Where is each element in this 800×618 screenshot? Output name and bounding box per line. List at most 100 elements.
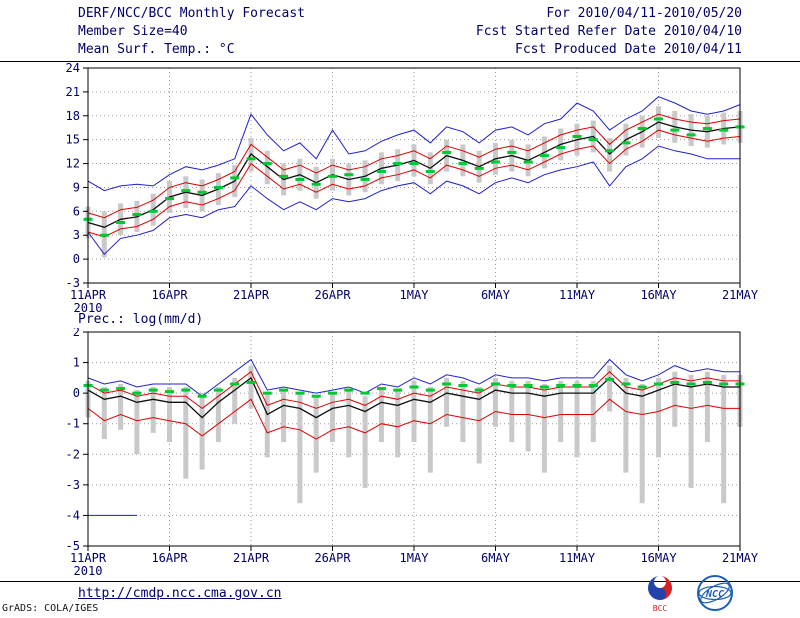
y-tick-label: 12 [66,157,80,171]
y-tick-label: 1 [73,356,80,370]
x-tick-label: 21MAY [722,288,759,302]
forecast-range-label: For 2010/04/11-2010/05/20 [546,6,742,21]
grads-credit: GrADS: COLA/IGES [2,603,99,614]
ensemble-spread-bar [134,390,140,455]
y-tick-label: -5 [66,539,80,553]
ensemble-spread-bar [199,393,205,470]
x-tick-label: 11MAY [559,551,596,565]
y-tick-label: 6 [73,204,80,218]
ensemble-spread-bar [411,380,417,443]
ensemble-mean-line [87,376,740,419]
ensemble-spread-bar [378,387,384,443]
ensemble-spread-bar [395,390,401,458]
precipitation-chart: -5 -4 -3 -2 -1 0 1 2 11APR 2010 16APR 21APR 26APR 1MA… [0,325,800,588]
ensemble-spread-bar [476,387,482,464]
y-tick-label: 15 [66,133,80,147]
x-tick-label: 26APR [314,551,351,565]
ensemble-spread-bar [444,377,450,427]
x-tick-label: 21APR [233,551,270,565]
x-tick-year-label: 2010 [74,301,103,315]
x-tick-label: 21MAY [722,551,759,565]
x-tick-label: 16APR [151,288,188,302]
ensemble-spread-bar [101,387,107,439]
x-tick-label: 1MAY [400,551,430,565]
y-tick-label: -4 [66,508,80,522]
ensemble-spread-bar [672,371,678,427]
ncc-logo-label: NCC [705,589,724,600]
ensemble-mean-line [87,121,741,228]
ensemble-spread-bar [721,374,727,504]
ensemble-spread-bar [264,150,270,185]
ensemble-spread-bar [183,387,189,479]
ensemble-spread-bar [541,383,547,473]
ncc-globe-band-2 [700,582,730,604]
ensemble-spread-bar [346,390,352,458]
ensemble-spread-bar [493,377,498,427]
ensemble-spread-bar [330,393,335,443]
ensemble-spread-bar [574,380,580,458]
lower-quartile-line [87,398,740,440]
ensemble-spread-bar [118,383,124,430]
x-tick-label: 6MAY [481,288,511,302]
y-tick-label: -2 [66,447,80,461]
website-link[interactable]: http://cmdp.ncc.cma.gov.cn [78,586,282,601]
produced-date-label: Fcst Produced Date 2010/04/11 [515,42,742,57]
bcc-swirl-blue [648,576,666,600]
ensemble-spread-bar [427,387,433,473]
temperature-chart: -3 0 3 6 9 12 15 18 21 24 11APR 2010 16APR 21APR 26APR… [0,61,800,322]
ensemble-min-line [87,145,740,256]
ncc-globe-band [698,585,732,601]
ensemble-spread-bar [460,380,466,443]
refer-date-label: Fcst Started Refer Date 2010/04/10 [475,24,742,39]
x-tick-label: 16MAY [640,288,677,302]
ensemble-spread-bar [150,387,156,433]
ensemble-spread-bar [297,393,303,504]
y-tick-label: 9 [73,180,80,194]
y-tick-label: 0 [73,386,80,400]
page-title: DERF/NCC/BCC Monthly Forecast [78,6,305,21]
footer-divider [0,581,800,582]
y-tick-label: 24 [66,62,80,75]
x-tick-label: 11APR [70,551,107,565]
ensemble-spread-bar [313,396,319,473]
ncc-globe-outline [697,575,733,611]
x-tick-label: 6MAY [481,551,511,565]
ensemble-max-line [87,358,740,397]
ncc-logo: NCC [697,575,733,611]
x-tick-label: 26APR [314,288,351,302]
ensemble-spread-bar [281,390,287,443]
x-tick-label: 11APR [70,288,107,302]
upper-quartile-line [87,113,741,219]
bcc-logo: BCC [648,576,672,613]
x-tick-year-label: 2010 [74,564,103,578]
y-tick-label: -3 [66,276,80,290]
ensemble-spread-bar [264,393,270,458]
ensemble-spread-bar [215,387,221,443]
x-tick-label: 11MAY [559,288,596,302]
ensemble-spread-bar [558,380,564,443]
ensemble-spread-bar [688,374,694,488]
y-tick-label: -3 [66,478,80,492]
ensemble-spread-bar [525,380,531,452]
header-divider [0,61,800,62]
temperature-panel-title: Mean Surf. Temp.: °C [78,42,235,57]
x-tick-label: 16MAY [640,551,677,565]
ensemble-max-line [87,96,741,192]
ensemble-spread-bar [656,377,661,458]
ensemble-spread-bar [362,396,368,488]
y-tick-label: -1 [66,417,80,431]
ensemble-spread-bar [167,387,172,443]
x-tick-label: 1MAY [400,288,430,302]
ensemble-spread-bar [607,365,613,412]
y-tick-label: 0 [73,252,80,266]
ensemble-spread-bar [639,383,645,504]
y-tick-label: 21 [66,85,80,99]
ensemble-spread-bar [704,371,710,443]
lower-quartile-line [87,129,741,238]
ensemble-spread-bar [623,377,629,473]
ensemble-spread-bar [590,380,596,443]
ensemble-spread-bar [248,365,254,409]
precipitation-panel-title: Prec.: log(mm/d) [78,312,204,327]
